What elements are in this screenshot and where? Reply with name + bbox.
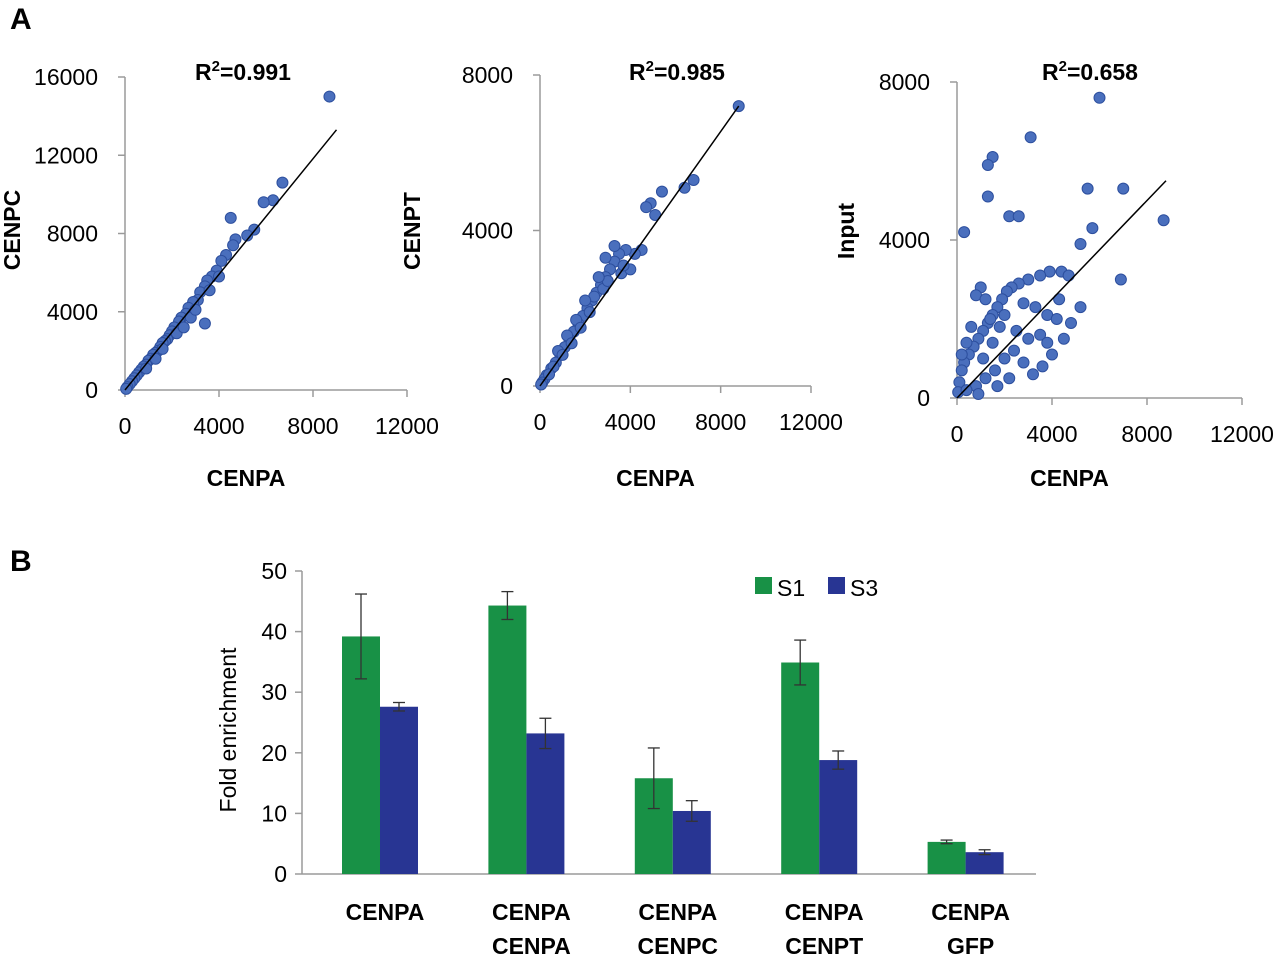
r-squared-label: R2=0.991 <box>195 58 291 85</box>
bar-s1 <box>488 605 527 874</box>
bar-s1 <box>927 841 966 874</box>
y-axis-label: CENPC <box>0 190 25 271</box>
y-tick-label: 0 <box>274 861 287 887</box>
data-point <box>215 254 228 267</box>
x-tick-label: 8000 <box>287 413 338 439</box>
bar-s1 <box>781 662 820 874</box>
data-point <box>323 90 336 103</box>
y-tick-label: 8000 <box>47 221 98 247</box>
category-label: GFP <box>947 933 994 959</box>
category-label: CENPA <box>492 933 571 959</box>
y-tick-label: 16000 <box>34 64 98 90</box>
data-point <box>276 176 289 189</box>
data-point <box>257 196 270 209</box>
data-point <box>213 270 225 283</box>
x-tick-label: 0 <box>119 413 132 439</box>
category-label: CENPA <box>346 899 425 925</box>
bar-s3 <box>965 852 1004 874</box>
panel-label-b: B <box>10 545 32 578</box>
bar-s1 <box>634 778 673 874</box>
trendline <box>124 129 338 391</box>
bar-s1 <box>342 636 380 874</box>
x-axis-label: CENPA <box>207 465 286 491</box>
category-label: CENPA <box>931 899 1010 925</box>
y-axis-label: Fold enrichment <box>215 647 241 813</box>
y-tick-label: 50 <box>261 558 287 584</box>
y-tick-label: 20 <box>261 740 287 766</box>
y-tick-label: 40 <box>261 619 287 645</box>
data-point <box>198 317 211 330</box>
data-point <box>227 239 240 252</box>
x-tick-label: 4000 <box>193 413 244 439</box>
y-tick-label: 12000 <box>34 142 98 168</box>
category-label: CENPT <box>785 933 863 959</box>
y-tick-label: 4000 <box>47 299 98 325</box>
y-tick-label: 0 <box>85 377 98 403</box>
bar-s3 <box>380 706 418 874</box>
legend-swatch-s3 <box>828 577 845 594</box>
data-point <box>149 352 162 365</box>
bar-s3 <box>672 810 711 874</box>
data-point <box>177 321 190 334</box>
data-point <box>241 229 254 242</box>
bar-s3 <box>819 760 858 874</box>
legend-swatch-s1 <box>755 577 772 594</box>
category-label: CENPA <box>638 899 717 925</box>
data-point <box>224 211 237 224</box>
legend-label-s3: S3 <box>850 575 878 601</box>
y-tick-label: 10 <box>261 800 287 826</box>
category-label: CENPC <box>638 933 719 959</box>
scatter-plot-cenpc: 0 4000 8000 12000 0 4000 8000 12000 16000 R2=0.99… <box>0 58 439 491</box>
data-point <box>203 284 216 297</box>
bar-s3 <box>526 733 565 874</box>
x-tick-label: 12000 <box>375 413 439 439</box>
category-label: CENPA <box>492 899 571 925</box>
data-point <box>189 303 202 316</box>
panel-label-a: A <box>10 3 32 36</box>
y-tick-label: 30 <box>261 679 287 705</box>
legend-label-s1: S1 <box>777 575 805 601</box>
category-label: CENPA <box>785 899 864 925</box>
